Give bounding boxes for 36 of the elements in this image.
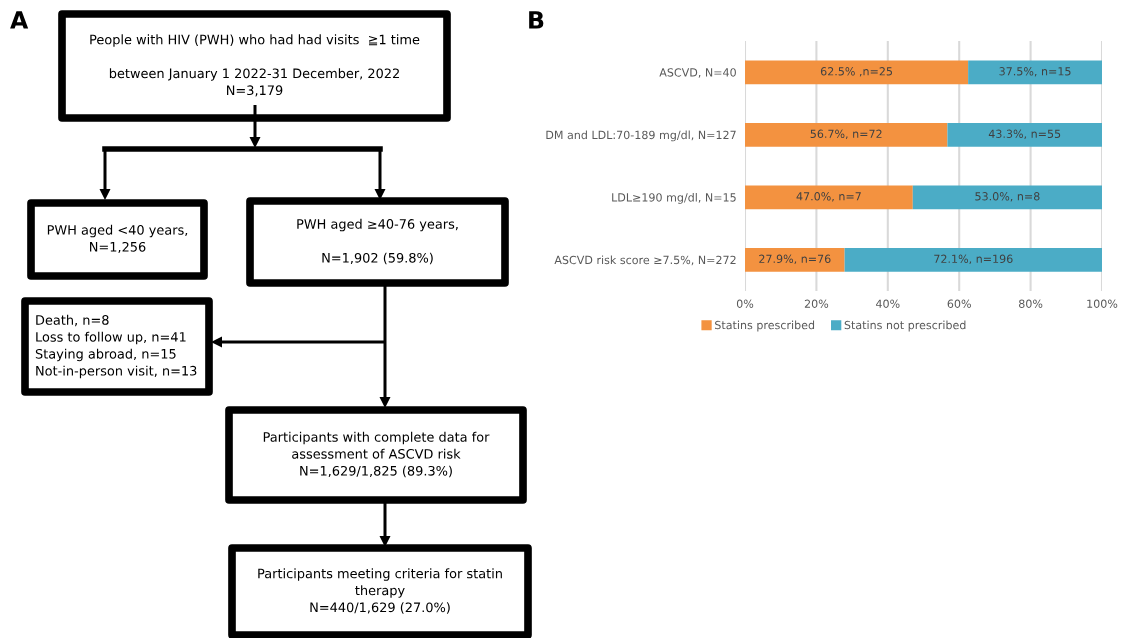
bar: [968, 60, 1102, 85]
text: B: [529, 11, 544, 29]
y-tick-label: DM and LDL:70-189 mg/dl, N=127: [546, 130, 736, 142]
text: PWH aged ≥40-76 years, N=1,902 (59.8%): [297, 218, 458, 265]
text: Death, n=8 Loss to follow up, n=41 Staying abroad, n=15 Not-in-person visit, n=13: [35, 314, 197, 379]
text: Participants with complete data for assessment of ASCVD risk N=1,629/1,825 (89.3%): [263, 431, 490, 478]
text: People with HIV (PWH) who had had visits ≧1 time between January 1 2022-31 December, 2022 N=3,179: [90, 34, 420, 97]
data-label: 56.7%, n=72: [810, 129, 882, 140]
text: A: [10, 11, 29, 29]
bar: [947, 122, 1102, 147]
x-tick-label: 80%: [1019, 299, 1043, 308]
data-label: 53.0%, n=8: [975, 192, 1040, 202]
data-label: 47.0%, n=7: [796, 192, 861, 202]
x-tick-label: 20%: [804, 299, 829, 308]
bar: [844, 247, 1102, 272]
bar: [745, 60, 969, 85]
data-label: 43.3%, n=55: [988, 129, 1061, 140]
bar: [745, 247, 845, 272]
text: Participants meeting criteria for statin therapy N=440/1,629 (27.0%): [258, 568, 502, 614]
legend-label: Statins prescribed: [715, 320, 815, 332]
bar: [912, 185, 1102, 210]
y-tick-label: ASCVD risk score ≥7.5%, N=272: [554, 255, 736, 266]
y-tick-label: ASCVD, N=40: [659, 68, 736, 78]
x-tick-label: 60%: [947, 299, 971, 308]
legend-label: Statins not prescribed: [844, 320, 966, 332]
text: PWH aged <40 years, N=1,256: [47, 224, 188, 254]
x-tick-label: 100%: [1087, 299, 1118, 308]
bar: [745, 185, 913, 210]
bar: [745, 122, 948, 147]
data-label: 27.9%, n=76: [759, 254, 831, 265]
data-label: 37.5%, n=15: [999, 67, 1071, 77]
x-tick-label: 40%: [876, 299, 900, 308]
data-label: 72.1%, n=196: [934, 254, 1013, 265]
x-tick-label: 0%: [736, 299, 754, 308]
data-label: 62.5% ,n=25: [820, 67, 893, 77]
y-tick-label: LDL≥190 mg/dl, N=15: [612, 193, 736, 204]
